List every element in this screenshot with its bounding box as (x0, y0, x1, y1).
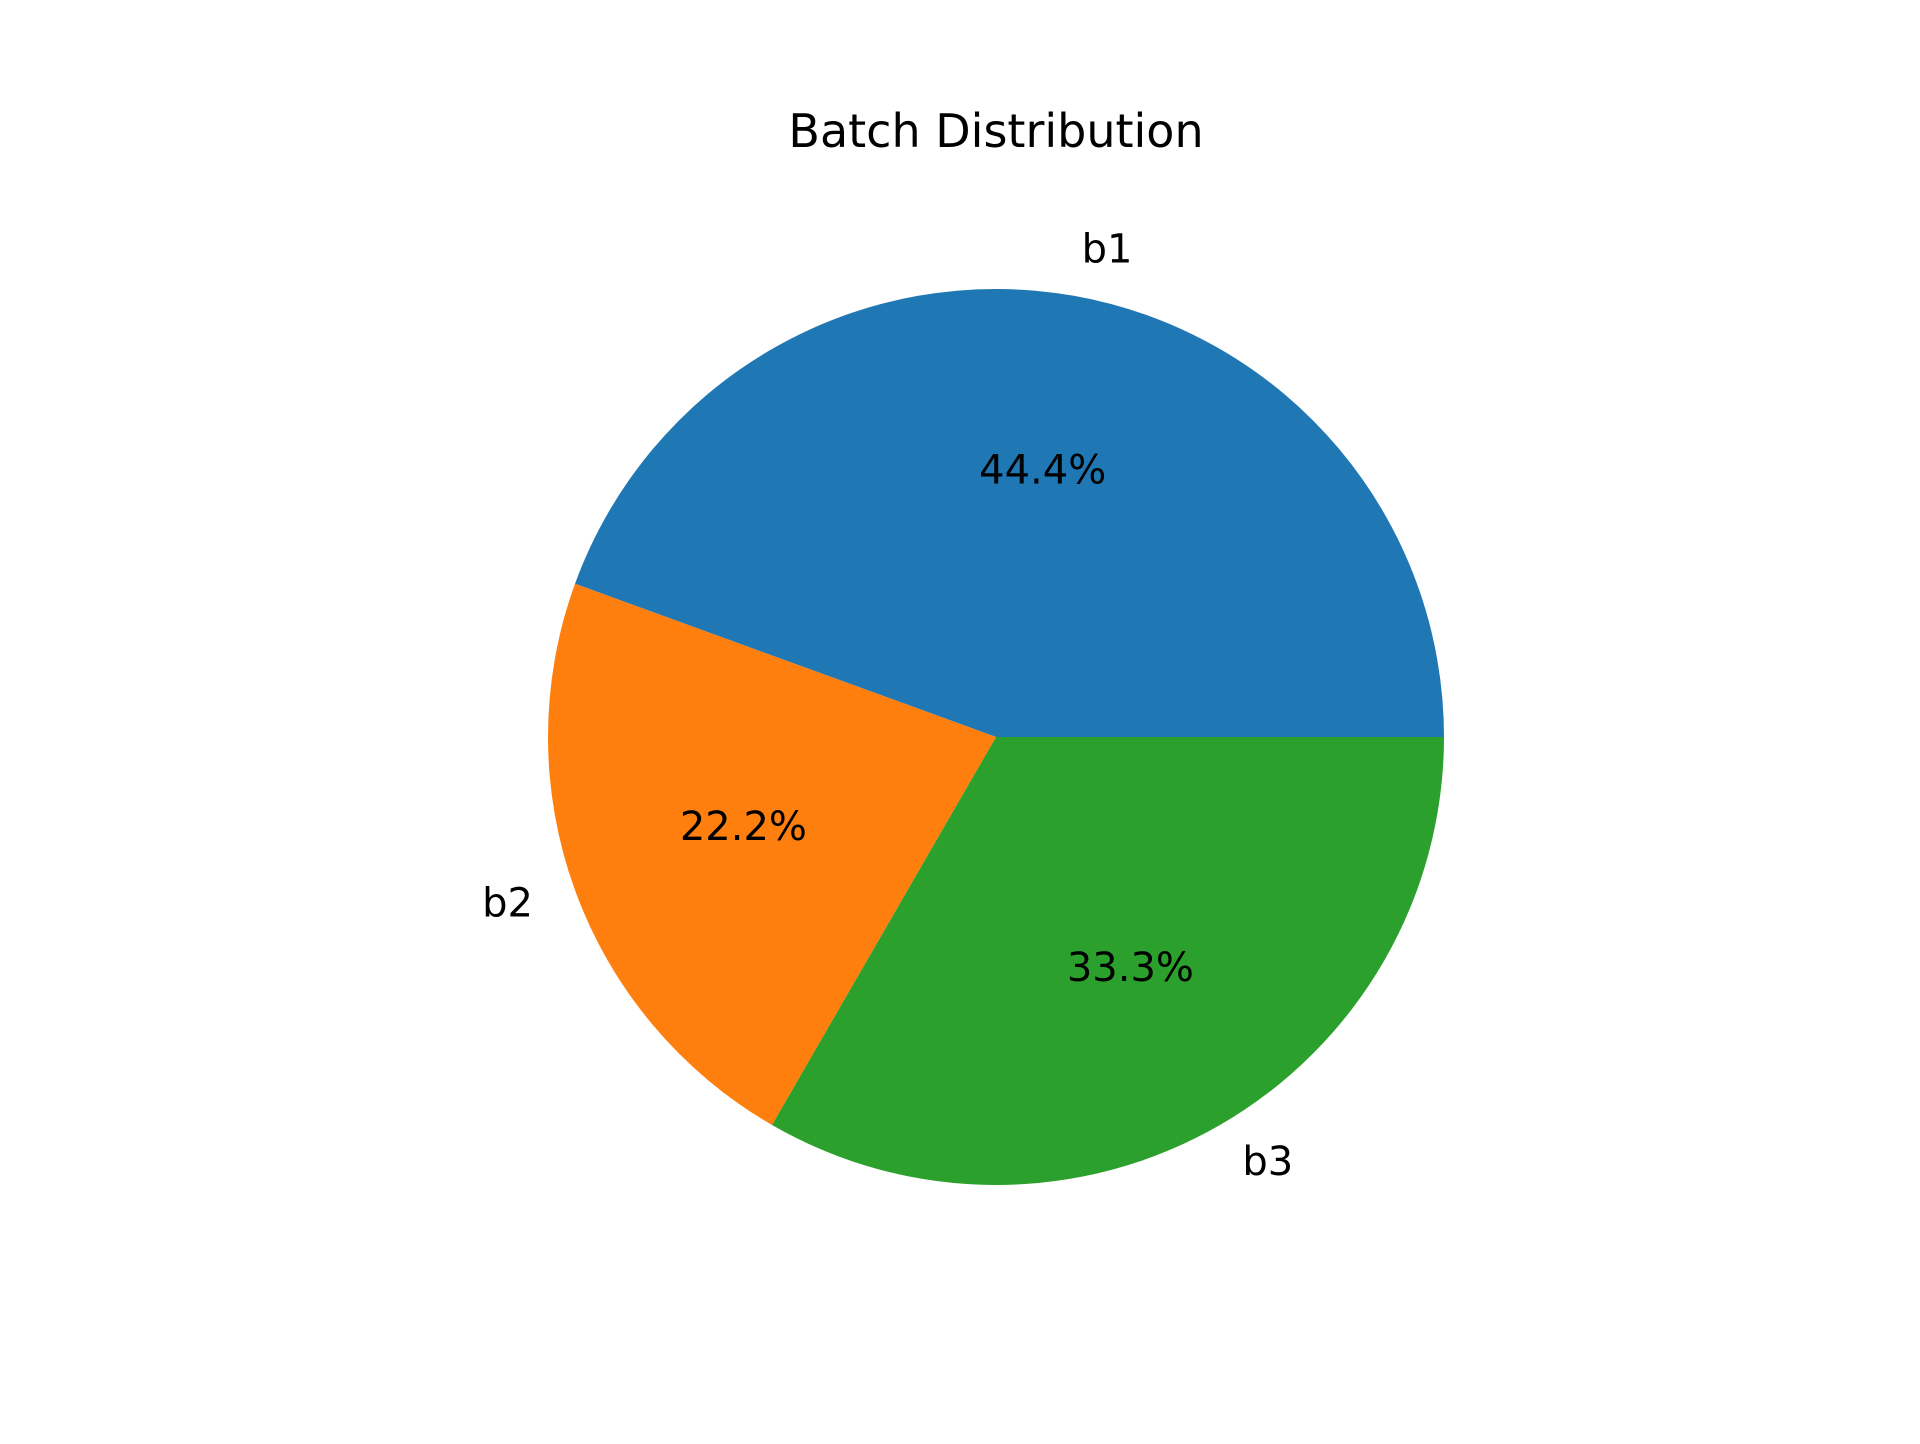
slice-label-b2: b2 (482, 881, 533, 927)
slice-label-b3: b3 (1242, 1139, 1293, 1185)
pie-slice-b2 (547, 583, 996, 1125)
slice-percentage-b1: 44.4% (979, 447, 1106, 493)
slice-label-b1: b1 (1082, 227, 1133, 273)
slice-percentage-b2: 22.2% (680, 804, 807, 850)
pie-slices (547, 288, 1444, 1185)
pie-slice-b1 (575, 288, 1444, 737)
pie-slice-b3 (772, 737, 1444, 1185)
slice-percentage-b3: 33.3% (1067, 945, 1194, 991)
chart-title: Batch Distribution (788, 104, 1203, 158)
pie-labels: b1 44.4% b2 22.2% b3 33.3% (482, 227, 1293, 1185)
